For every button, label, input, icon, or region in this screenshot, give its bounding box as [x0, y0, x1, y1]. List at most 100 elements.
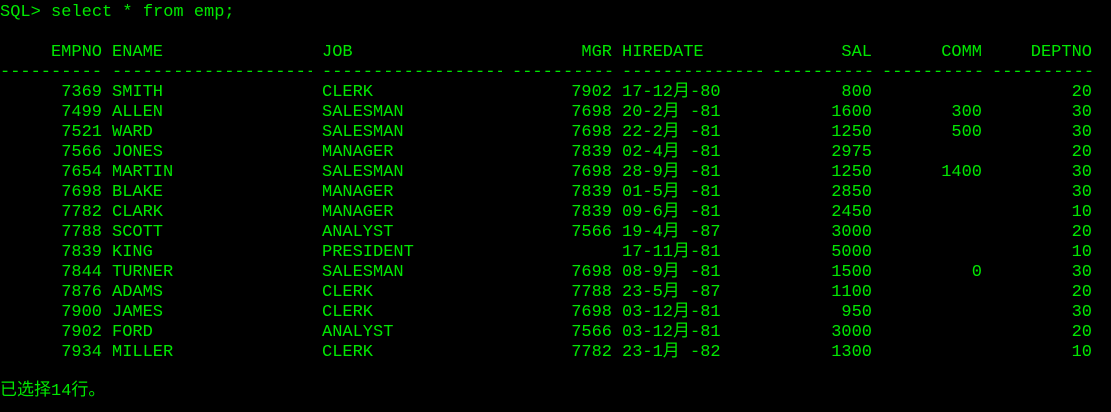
header-deptno: DEPTNO: [1030, 43, 1092, 62]
cell-ename: JONES: [112, 143, 164, 162]
cell-deptno: 30: [1071, 103, 1092, 122]
cell-hiredate: 08-9月 -81: [622, 263, 721, 282]
table-row: 7654 MARTIN SALESMAN 7698 28-9月 -81 1250 1400 3…: [0, 163, 1111, 183]
cell-job: PRESIDENT: [322, 243, 414, 262]
cell-sal: 1500: [831, 263, 872, 282]
cell-job: SALESMAN: [322, 103, 404, 122]
table-row: 7369 SMITH CLERK 7902 17-12月-80 800 20: [0, 83, 1111, 103]
cell-sal: 800: [841, 83, 872, 102]
cell-mgr: 7839: [571, 183, 612, 202]
cell-hiredate: 17-11月-81: [622, 243, 721, 262]
cell-empno: 7566: [61, 143, 102, 162]
cell-job: CLERK: [322, 83, 374, 102]
cell-ename: WARD: [112, 123, 153, 142]
cell-mgr: 7698: [571, 123, 612, 142]
separator-hiredate: ----------------------------------------: [622, 63, 762, 82]
cell-job: MANAGER: [322, 203, 394, 222]
cell-comm: [882, 243, 982, 263]
cell-mgr: 7839: [571, 203, 612, 222]
cell-comm: [882, 323, 982, 343]
table-header-row: EMPNO ENAME JOB MGR HIREDATE SAL COMM DE…: [0, 43, 1111, 63]
separator-empno: ----------------------------------------: [0, 63, 102, 82]
cell-hiredate: 19-4月 -87: [622, 223, 721, 242]
cell-mgr: 7839: [571, 143, 612, 162]
cell-empno: 7844: [61, 263, 102, 282]
cell-sal: 2850: [831, 183, 872, 202]
table-row: 7844 TURNER SALESMAN 7698 08-9月 -81 1500 0 30: [0, 263, 1111, 283]
cell-empno: 7369: [61, 83, 102, 102]
cell-deptno: 30: [1071, 183, 1092, 202]
cell-ename: MILLER: [112, 343, 174, 362]
cell-comm: [882, 303, 982, 323]
cell-empno: 7521: [61, 123, 102, 142]
table-row: 7788 SCOTT ANALYST 7566 19-4月 -87 3000 20: [0, 223, 1111, 243]
cell-deptno: 30: [1071, 123, 1092, 142]
table-row: 7521 WARD SALESMAN 7698 22-2月 -81 1250 500 30: [0, 123, 1111, 143]
separator-ename: ----------------------------------------: [112, 63, 312, 82]
cell-sal: 2975: [831, 143, 872, 162]
cell-ename: SMITH: [112, 83, 164, 102]
cell-comm: 300: [951, 103, 982, 122]
cell-ename: TURNER: [112, 263, 174, 282]
cell-job: SALESMAN: [322, 263, 404, 282]
cell-hiredate: 02-4月 -81: [622, 143, 721, 162]
header-mgr: MGR: [581, 43, 612, 62]
cell-job: MANAGER: [322, 143, 394, 162]
cell-ename: JAMES: [112, 303, 164, 322]
cell-comm: [882, 203, 982, 223]
table-row: 7698 BLAKE MANAGER 7839 01-5月 -81 2850 30: [0, 183, 1111, 203]
cell-empno: 7698: [61, 183, 102, 202]
separator-mgr: ----------------------------------------: [512, 63, 612, 82]
cell-comm: 1400: [941, 163, 982, 182]
separator-comm: ----------------------------------------: [882, 63, 982, 82]
table-row: 7876 ADAMS CLERK 7788 23-5月 -87 1100 20: [0, 283, 1111, 303]
cell-mgr: 7698: [571, 163, 612, 182]
cell-hiredate: 17-12月-80: [622, 83, 721, 102]
cell-hiredate: 28-9月 -81: [622, 163, 721, 182]
cell-empno: 7654: [61, 163, 102, 182]
result-count-message: 已选择14行。: [0, 382, 106, 401]
cell-sal: 3000: [831, 223, 872, 242]
cell-deptno: 20: [1071, 223, 1092, 242]
cell-mgr: 7782: [571, 343, 612, 362]
header-comm: COMM: [941, 43, 982, 62]
table-row: 7934 MILLER CLERK 7782 23-1月 -82 1300 10: [0, 343, 1111, 363]
header-sal: SAL: [841, 43, 872, 62]
cell-deptno: 10: [1071, 343, 1092, 362]
cell-sal: 3000: [831, 323, 872, 342]
cell-comm: [882, 183, 982, 203]
cell-deptno: 30: [1071, 163, 1092, 182]
cell-deptno: 30: [1071, 303, 1092, 322]
table-row: 7902 FORD ANALYST 7566 03-12月-81 3000 20: [0, 323, 1111, 343]
cell-sal: 2450: [831, 203, 872, 222]
cell-sal: 1300: [831, 343, 872, 362]
cell-job: SALESMAN: [322, 163, 404, 182]
table-separator-row: ---------- -------------------- ----------…: [0, 63, 1111, 83]
cell-empno: 7934: [61, 343, 102, 362]
table-row: 7566 JONES MANAGER 7839 02-4月 -81 2975 20: [0, 143, 1111, 163]
cell-hiredate: 22-2月 -81: [622, 123, 721, 142]
cell-mgr: 7788: [571, 283, 612, 302]
cell-ename: SCOTT: [112, 223, 164, 242]
cell-sal: 1250: [831, 123, 872, 142]
cell-comm: [882, 83, 982, 103]
cell-hiredate: 03-12月-81: [622, 323, 721, 342]
cell-mgr: 7902: [571, 83, 612, 102]
cell-hiredate: 01-5月 -81: [622, 183, 721, 202]
cell-comm: [882, 283, 982, 303]
cell-job: SALESMAN: [322, 123, 404, 142]
cell-deptno: 20: [1071, 323, 1092, 342]
cell-empno: 7788: [61, 223, 102, 242]
table-row: 7839 KING PRESIDENT 17-11月-81 5000 10: [0, 243, 1111, 263]
cell-ename: ALLEN: [112, 103, 164, 122]
cell-comm: [882, 223, 982, 243]
header-hiredate: HIREDATE: [622, 43, 704, 62]
separator-deptno: ----------------------------------------: [992, 63, 1092, 82]
separator-sal: ----------------------------------------: [772, 63, 872, 82]
cell-comm: 500: [951, 123, 982, 142]
cell-deptno: 20: [1071, 283, 1092, 302]
sql-prompt-line: SQL> select * from emp;: [0, 3, 235, 22]
cell-deptno: 20: [1071, 143, 1092, 162]
cell-mgr: 7698: [571, 103, 612, 122]
